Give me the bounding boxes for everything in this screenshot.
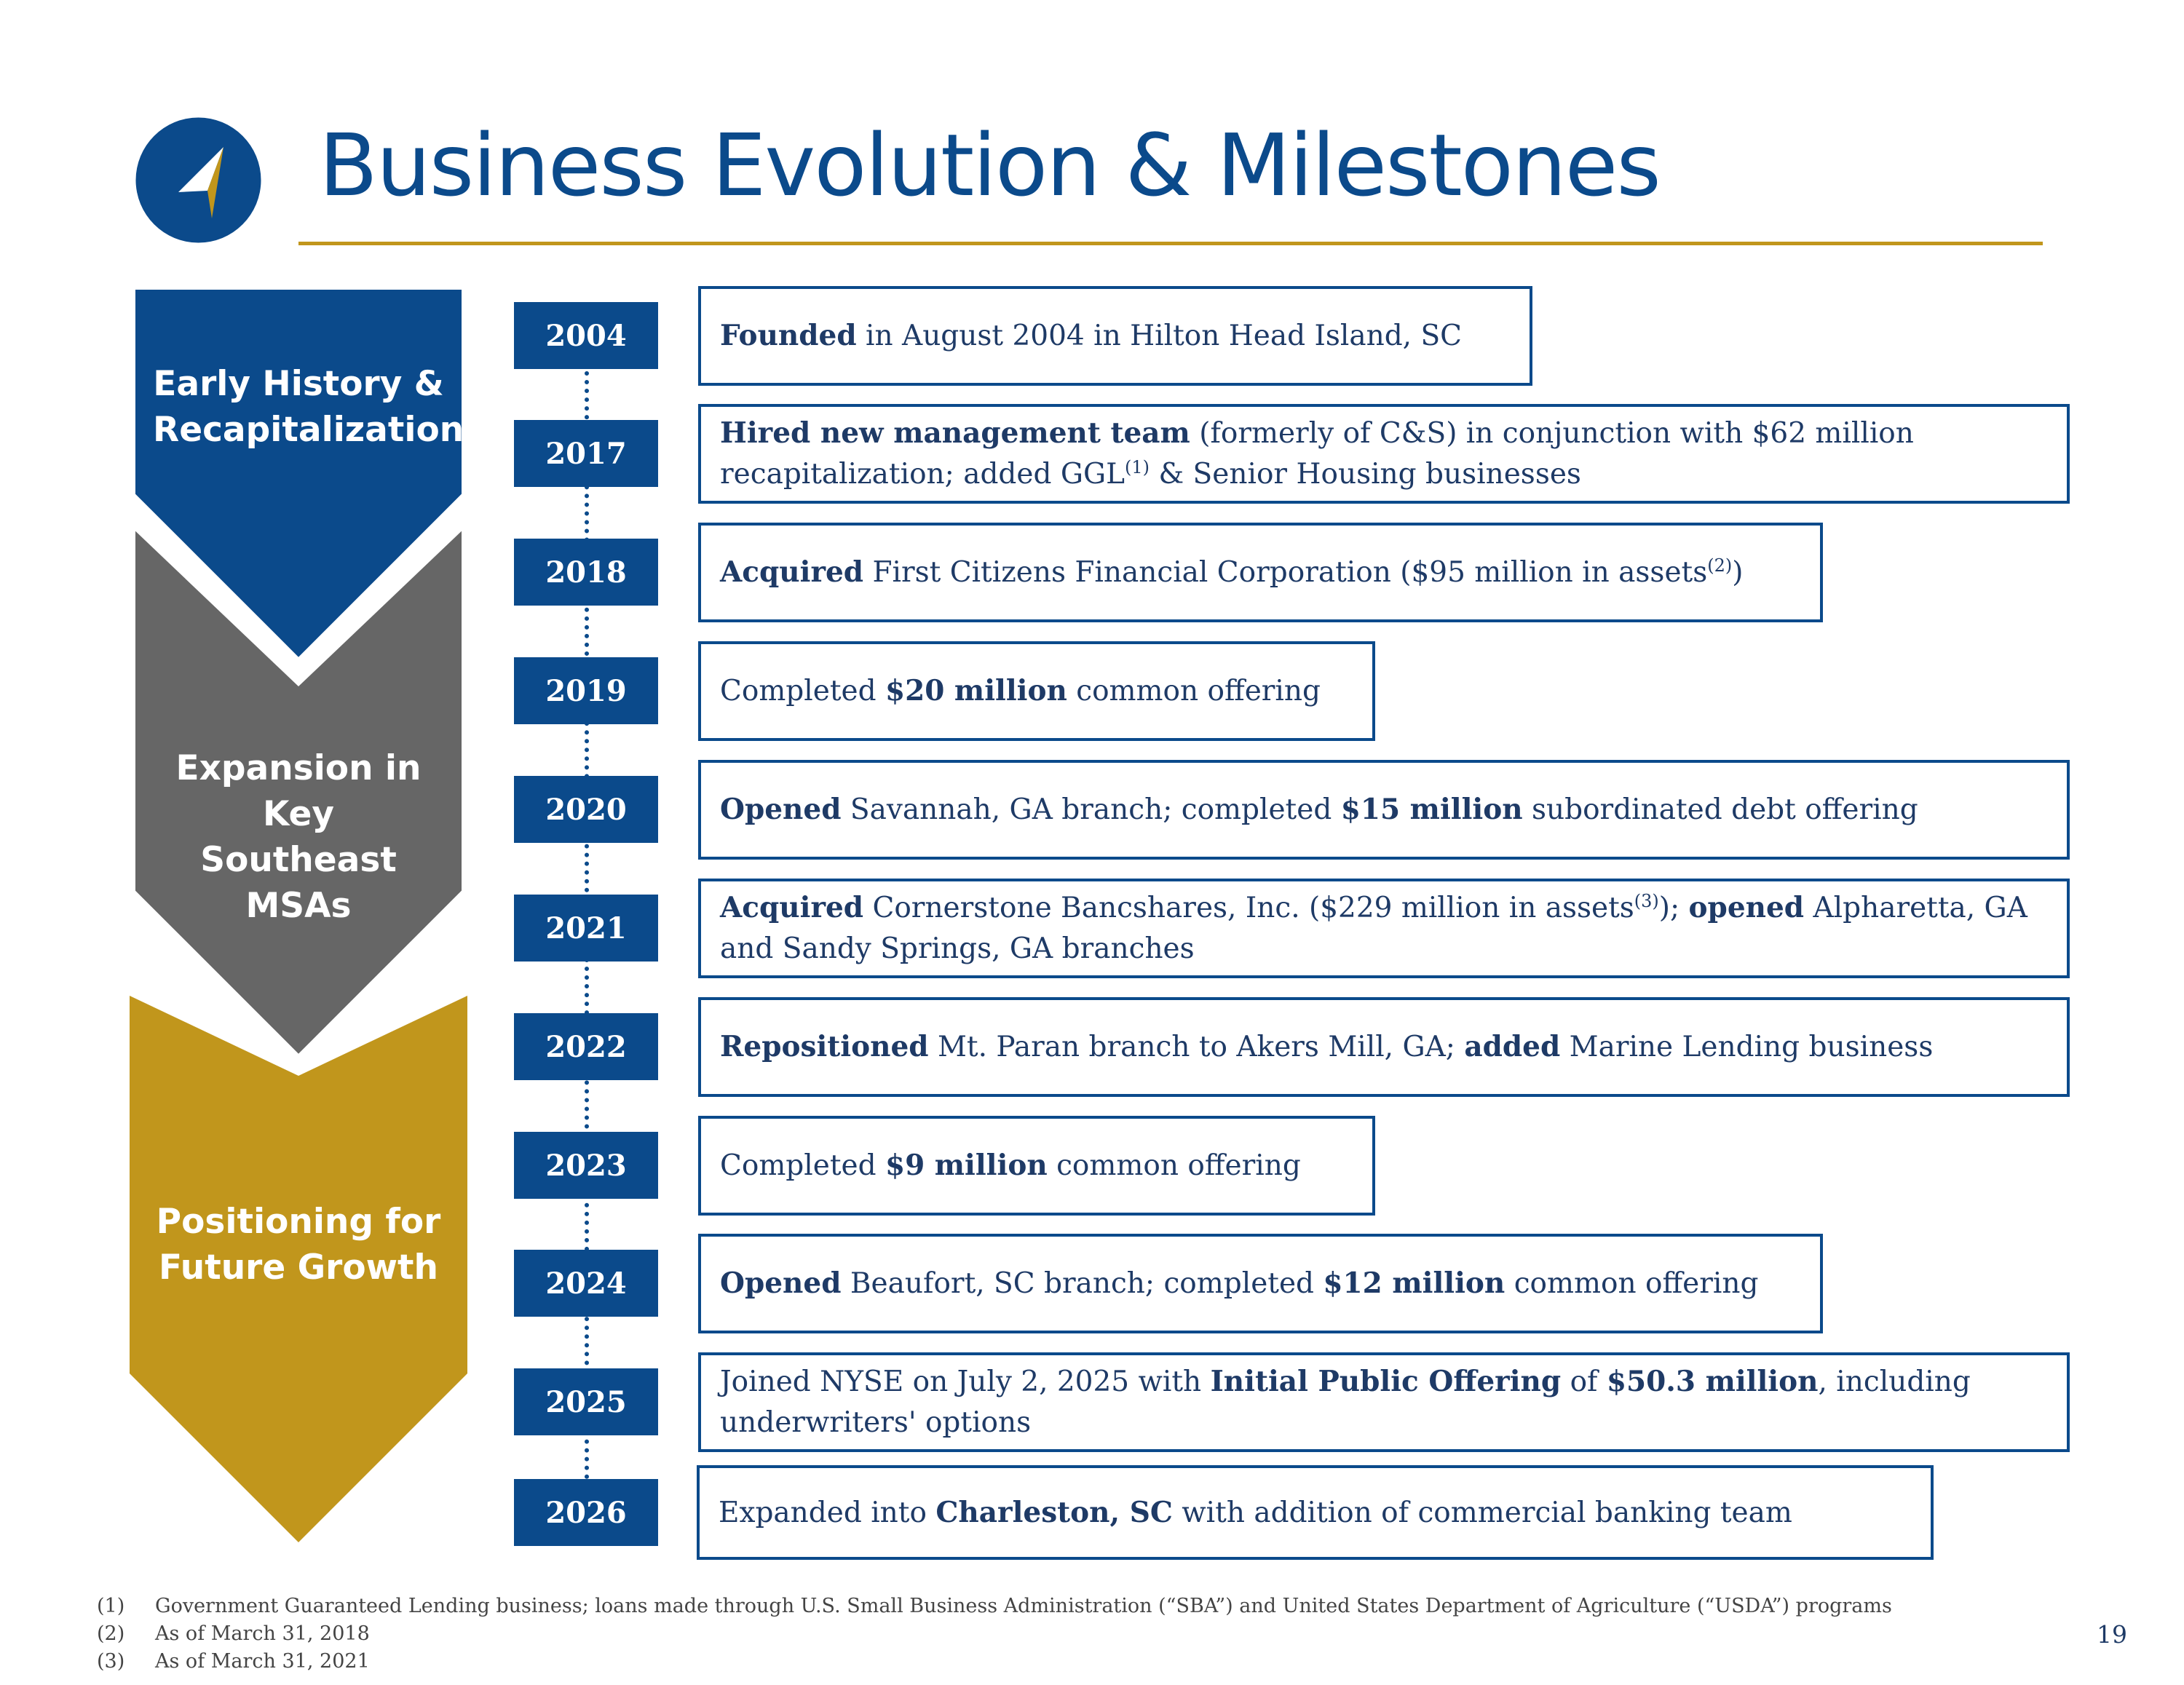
title-underline [298,242,2043,245]
year-badge-2017: 2017 [514,420,658,487]
year-badge-2026: 2026 [514,1479,658,1546]
milestone-2023: Completed $9 million common offering [698,1116,1375,1216]
year-badge-2019: 2019 [514,657,658,724]
footnote: (3) As of March 31, 2021 [97,1650,370,1673]
footnote: (2) As of March 31, 2018 [97,1622,370,1645]
milestone-2022: Repositioned Mt. Paran branch to Akers M… [698,997,2070,1097]
milestone-2004: Founded in August 2004 in Hilton Head Is… [698,286,1532,386]
milestone-2019: Completed $20 million common offering [698,641,1375,741]
footnotes: (1) Government Guaranteed Lending busines… [97,1593,1892,1676]
year-badge-2022: 2022 [514,1013,658,1080]
phase-label-early-history: Early History & Recapitalization [153,364,464,450]
year-badge-2021: 2021 [514,895,658,962]
phase-chevron-gold [130,996,467,1542]
milestone-2025: Joined NYSE on July 2, 2025 with Initial… [698,1352,2070,1452]
page-number: 19 [2097,1620,2127,1649]
footnote: (1) Government Guaranteed Lending busines… [97,1595,1892,1617]
phase-chevrons [124,278,473,1542]
year-badge-2004: 2004 [514,302,658,369]
milestone-2021: Acquired Cornerstone Bancshares, Inc. ($… [698,879,2070,978]
page-title: Business Evolution & Milestones [319,115,1661,215]
compass-arrow-icon [178,147,223,192]
phase-chevron-gray [124,504,473,1071]
milestone-2026: Expanded into Charleston, SC with additi… [697,1465,1934,1560]
year-badge-2018: 2018 [514,539,658,606]
year-badge-2025: 2025 [514,1368,658,1435]
year-badge-2023: 2023 [514,1132,658,1199]
milestone-2020: Opened Savannah, GA branch; completed $1… [698,760,2070,860]
phase-chevron-navy [124,278,473,674]
company-logo [135,117,261,243]
milestone-2024: Opened Beaufort, SC branch; completed $1… [698,1234,1823,1333]
milestone-2017: Hired new management team (formerly of C… [698,404,2070,504]
phase-label-positioning: Positioning for Future Growth [156,1202,441,1288]
year-badge-2024: 2024 [514,1250,658,1317]
year-badge-2020: 2020 [514,776,658,843]
milestone-2018: Acquired First Citizens Financial Corpor… [698,523,1823,622]
phase-label-expansion: Expansion in Key Southeast MSAs [175,748,422,926]
